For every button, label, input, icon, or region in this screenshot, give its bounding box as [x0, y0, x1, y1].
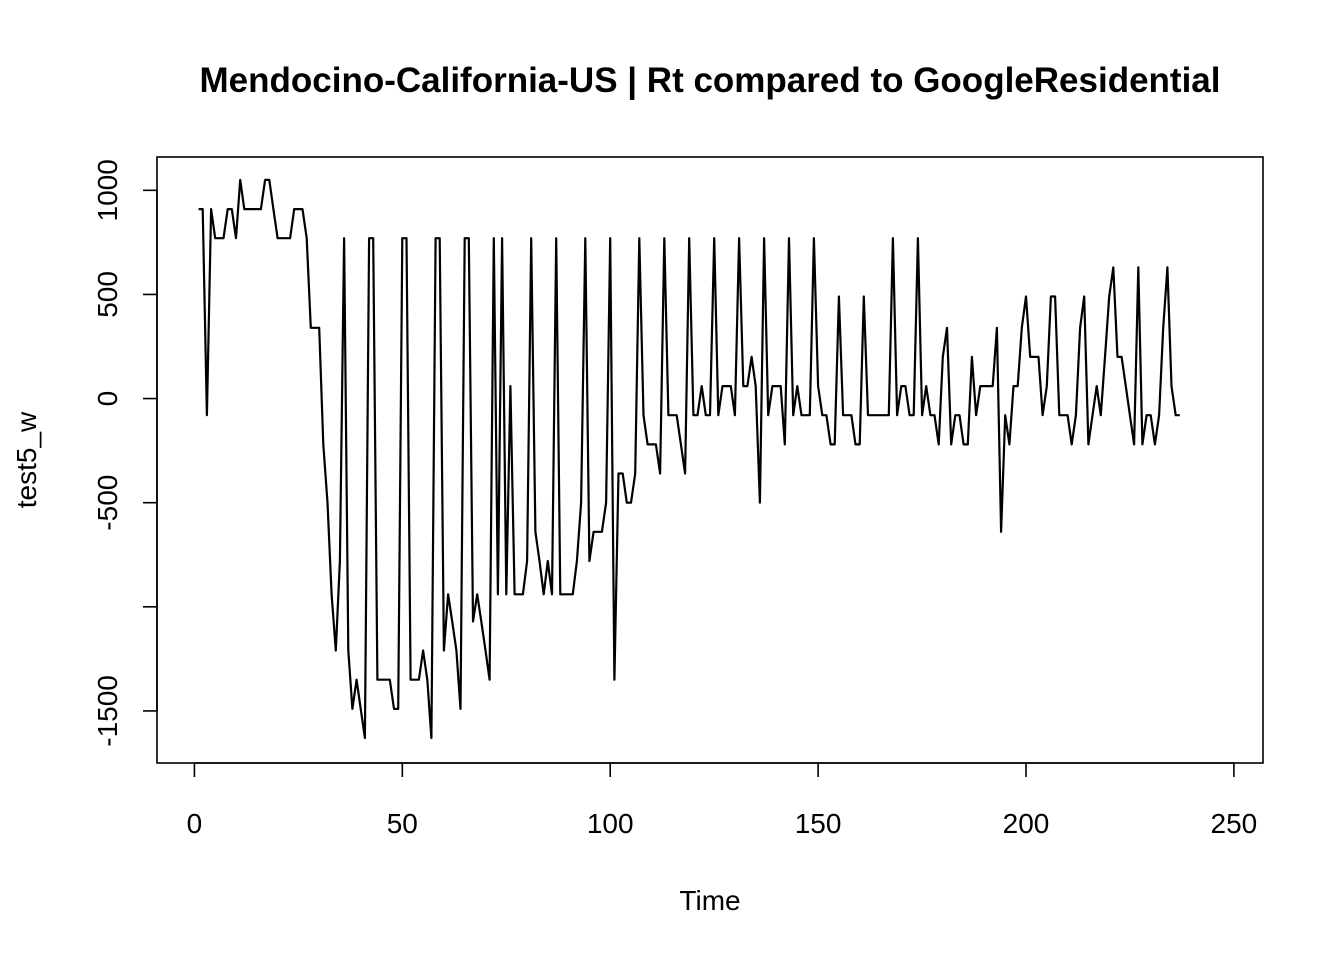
x-axis-label: Time: [679, 885, 740, 916]
chart-title: Mendocino-California-US | Rt compared to…: [200, 61, 1221, 100]
x-tick-label: 50: [387, 808, 418, 839]
y-tick-label: 500: [92, 271, 123, 318]
y-tick-label: 1000: [92, 159, 123, 221]
y-axis: -1500 -500 0 500 1000: [92, 159, 158, 747]
x-tick-label: 100: [587, 808, 634, 839]
x-axis: 0 50 100 150 200 250: [187, 762, 1258, 839]
y-tick-label: -500: [92, 475, 123, 531]
x-tick-label: 200: [1003, 808, 1050, 839]
x-tick-label: 250: [1211, 808, 1258, 839]
y-axis-label: test5_w: [11, 411, 42, 508]
x-tick-label: 150: [795, 808, 842, 839]
x-tick-label: 0: [187, 808, 203, 839]
series-line: [198, 178, 1180, 740]
y-tick-label: 0: [92, 391, 123, 407]
y-tick-label: -1500: [92, 675, 123, 747]
plot-area-frame: [156, 156, 1264, 764]
